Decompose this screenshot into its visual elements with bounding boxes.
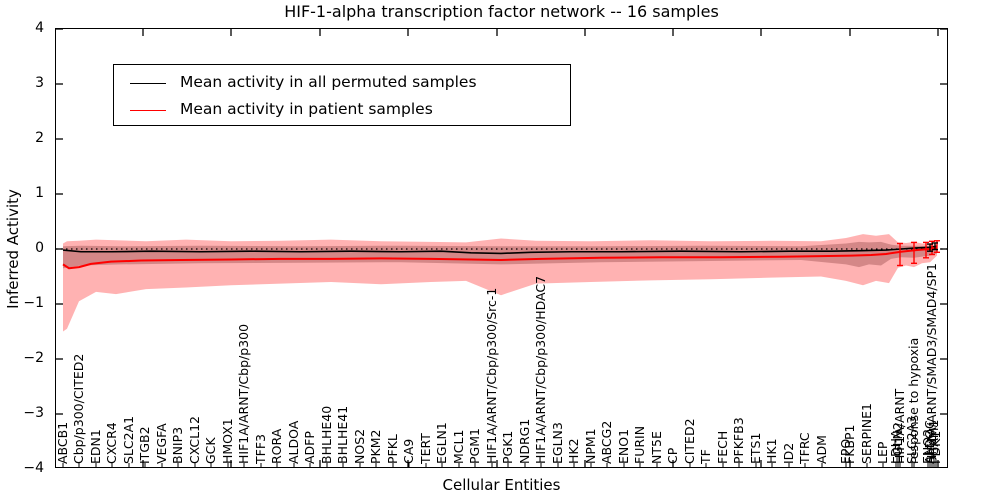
entity-label: ETS1 <box>748 432 763 464</box>
entity-label: BNIP3 <box>170 426 185 464</box>
entity-label: TFF3 <box>253 434 268 464</box>
y-tick-label: −3 <box>23 405 44 421</box>
entity-label: PGM1 <box>467 428 482 464</box>
entity-label: HIF1A/ARNT/Cbp/p300/Src-1 <box>484 287 499 464</box>
entity-label: HMOX1 <box>220 418 235 464</box>
legend-label: Mean activity in patient samples <box>180 100 433 118</box>
entity-label: PKM2 <box>368 429 383 464</box>
entity-label: PDK1 <box>928 430 943 464</box>
y-tick-label: 4 <box>35 20 44 36</box>
series-line <box>62 246 938 270</box>
entity-label: NOS2 <box>352 428 367 464</box>
entity-label: TFRC <box>797 432 812 464</box>
entity-label: ADFP <box>302 431 317 464</box>
entity-label: CP <box>665 447 680 464</box>
entity-label: CXCR4 <box>104 422 119 464</box>
chart-canvas <box>56 29 947 467</box>
entity-label: Cbp/p300/CITED2 <box>71 353 86 464</box>
y-tick-label: 0 <box>35 240 44 256</box>
entity-label: FKBP1 <box>842 424 857 464</box>
entity-label: CA9 <box>401 438 416 464</box>
legend-line-sample <box>130 83 166 84</box>
chart-title: HIF-1-alpha transcription factor network… <box>284 2 719 21</box>
legend-box: Mean activity in all permuted samples Mea… <box>113 64 571 126</box>
entity-label: EDN1 <box>88 429 103 464</box>
entity-label: EGLN3 <box>550 422 565 464</box>
entity-label: PGK1 <box>500 430 515 464</box>
x-axis-label: Cellular Entities <box>442 476 561 494</box>
entity-label: VEGFA <box>154 423 169 464</box>
y-tick-label: −1 <box>23 295 44 311</box>
entity-label: CITED2 <box>682 418 697 464</box>
entity-label: NPM1 <box>583 428 598 464</box>
entity-label: TERT <box>418 433 433 464</box>
entity-label: NDRG1 <box>517 418 532 464</box>
entity-label: FURIN <box>632 425 647 464</box>
entity-label: TF <box>698 449 713 464</box>
entity-label: GCK <box>203 437 218 464</box>
entity-label: EGLN1 <box>434 422 449 464</box>
entity-label: ABCG2 <box>599 420 614 464</box>
entity-label: HK2 <box>566 438 581 464</box>
entity-label: SLC2A1 <box>121 415 136 464</box>
entity-label: HIF1A/ARNT/Cbp/p300/HDAC7 <box>533 275 548 464</box>
legend-line-sample <box>130 110 166 111</box>
y-tick-label: −2 <box>23 350 44 366</box>
entity-label: PFKL <box>385 434 400 464</box>
entity-label: PFKFB3 <box>731 417 746 464</box>
y-tick-label: 3 <box>35 75 44 91</box>
plot-area: ABCB1 Cbp/p300/CITED2 EDN1 CXCR4 SLC2A1 ITGB2… <box>55 28 948 468</box>
y-tick-label: −4 <box>23 460 44 476</box>
entity-label: FECH <box>715 430 730 464</box>
patient-std-band <box>63 234 937 332</box>
entity-label: RORA <box>269 428 284 464</box>
entity-label: HIF1A/ARNT/Cbp/p300 <box>236 323 251 464</box>
y-tick-label: 2 <box>35 130 44 146</box>
entity-label: MCL1 <box>451 429 466 464</box>
entity-label: CXCL12 <box>187 416 202 464</box>
entity-label: ID2 <box>781 442 796 464</box>
entity-label: BHLHE40 <box>319 405 334 464</box>
legend-item: Mean activity in all permuted samples <box>114 70 570 97</box>
series-line <box>62 245 938 255</box>
entity-label: ITGB2 <box>137 426 152 464</box>
entity-label: response to hypoxia <box>906 337 921 464</box>
legend-label: Mean activity in all permuted samples <box>180 73 477 91</box>
entity-label: ABCB1 <box>55 421 70 464</box>
legend-item: Mean activity in patient samples <box>114 97 570 124</box>
entity-label: ALDOA <box>286 420 301 464</box>
entity-label: HK1 <box>764 438 779 464</box>
entity-label: BHLHE41 <box>335 405 350 464</box>
entity-label: ADM <box>814 435 829 464</box>
entity-label: SERPINE1 <box>859 403 874 464</box>
entity-label: NT5E <box>649 431 664 464</box>
y-tick-label: 1 <box>35 185 44 201</box>
entity-label: ENO1 <box>616 428 631 464</box>
